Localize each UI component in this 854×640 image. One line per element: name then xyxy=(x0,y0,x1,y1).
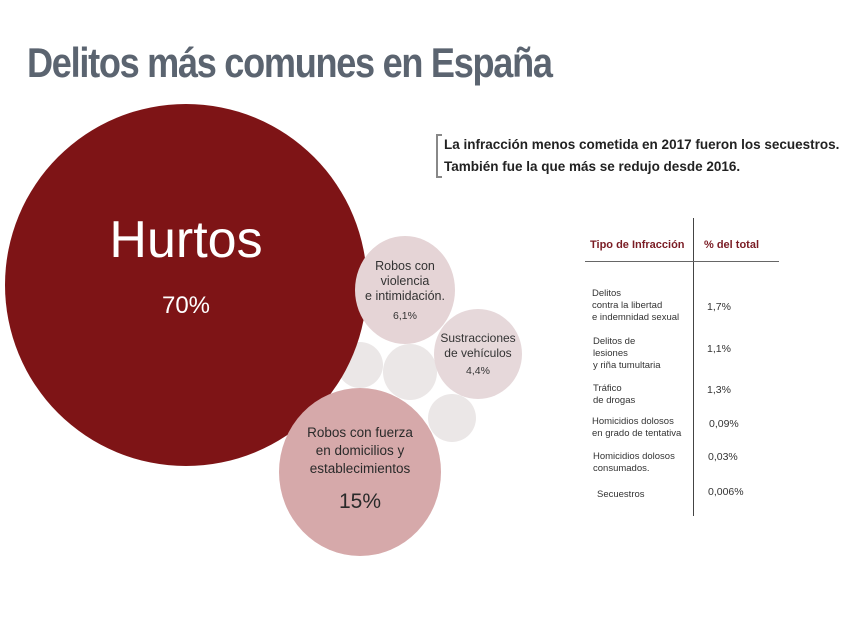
bubble-label: Robos con fuerza en domicilios y estable… xyxy=(307,424,413,478)
note-line-1: La infracción menos cometida en 2017 fue… xyxy=(444,137,840,152)
table-row-value: 1,7% xyxy=(707,301,731,313)
table-column-divider xyxy=(693,218,694,516)
bubble-hurtos: Hurtos 70% xyxy=(5,104,367,466)
bubble-label-line: e intimidación. xyxy=(365,288,445,303)
bubble-value: 6,1% xyxy=(393,309,417,322)
table-row-value: 0,006% xyxy=(708,486,744,498)
bubble-label: Hurtos xyxy=(109,211,263,269)
table-row-value: 1,3% xyxy=(707,384,731,396)
bubble-value: 15% xyxy=(338,490,382,513)
table-row-label: Delitos de lesiones y riña tumultaria xyxy=(593,336,661,371)
table-header-type: Tipo de Infracción xyxy=(590,239,685,251)
bubble-value: 4,4% xyxy=(466,365,490,377)
bubble-label-line: Robos con xyxy=(375,258,435,273)
bubble-label-line: Sustracciones xyxy=(440,331,516,345)
filler-bubble xyxy=(383,344,437,400)
table-header-divider xyxy=(585,261,779,262)
bubble-value: 70% xyxy=(161,292,211,319)
note-line-2: También fue la que más se redujo desde 2… xyxy=(444,159,741,174)
bubble-label-line: violencia xyxy=(380,273,430,288)
table-row-label: Tráfico de drogas xyxy=(593,383,636,406)
bubble-label-line: Robos con fuerza xyxy=(307,425,413,440)
bubble-sustracciones: Sustracciones de vehículos 4,4% xyxy=(434,309,522,399)
infraction-table: Tipo de Infracción % del total Delitos co… xyxy=(585,218,785,518)
table-row-value: 0,09% xyxy=(709,418,739,430)
bubble-label-line: en domicilios y xyxy=(315,443,405,458)
page-title: Delitos más comunes en España xyxy=(27,39,553,86)
table-row-label: Homicidios dolosos consumados. xyxy=(593,451,675,474)
annotation-note: La infracción menos cometida en 2017 fue… xyxy=(436,134,839,178)
table-row-label: Homicidios dolosos en grado de tentativa xyxy=(592,416,682,439)
bubble-label: Robos con violencia e intimidación. xyxy=(365,259,445,304)
bubble-robos-fuerza: Robos con fuerza en domicilios y estable… xyxy=(279,388,441,556)
table-row-label: Secuestros xyxy=(597,489,645,500)
bubble-label: Sustracciones de vehículos xyxy=(440,331,515,361)
filler-bubble xyxy=(428,394,476,442)
table-row-label: Delitos contra la libertad e indemnidad se… xyxy=(592,288,680,323)
table-row-value: 1,1% xyxy=(707,343,731,355)
table-header-percent: % del total xyxy=(704,239,760,251)
bubble-robos-violencia: Robos con violencia e intimidación. 6,1% xyxy=(355,236,455,344)
bubble-label-line: de vehículos xyxy=(444,346,512,360)
bubble-label-line: establecimientos xyxy=(309,461,411,476)
table-row-value: 0,03% xyxy=(708,451,738,463)
